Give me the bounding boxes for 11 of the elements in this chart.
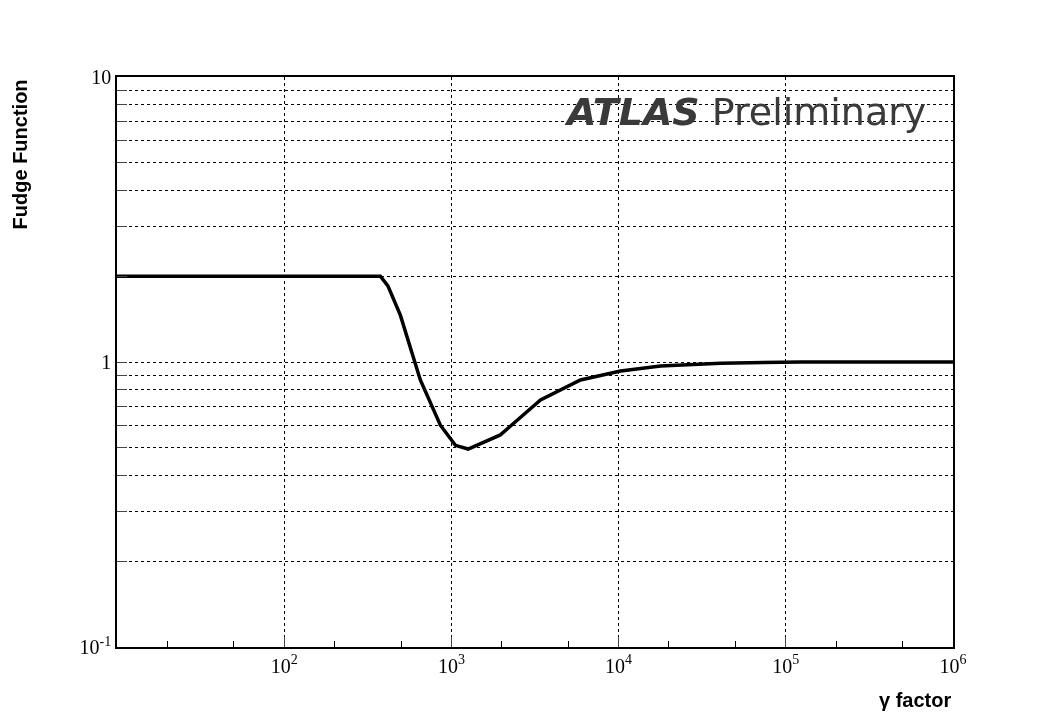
x-tick-label: 10$^{6}$ (939, 652, 967, 677)
x-tick-label: 10$^{2}$ (270, 652, 298, 677)
annotation: ATLAS Preliminary (564, 90, 927, 134)
x-tick-label: 10$^{3}$ (437, 652, 465, 677)
y-tick-label: 10 (91, 66, 112, 88)
x-tick-label: 10$^{5}$ (772, 652, 800, 677)
y-tick-label: 1 (101, 351, 112, 373)
x-tick-label: 10$^{4}$ (605, 652, 633, 677)
y-tick-label: 10$^{-1}$ (79, 633, 112, 658)
x-axis-title: γ factor (879, 689, 952, 711)
y-axis-title: Fudge Function (9, 79, 32, 230)
